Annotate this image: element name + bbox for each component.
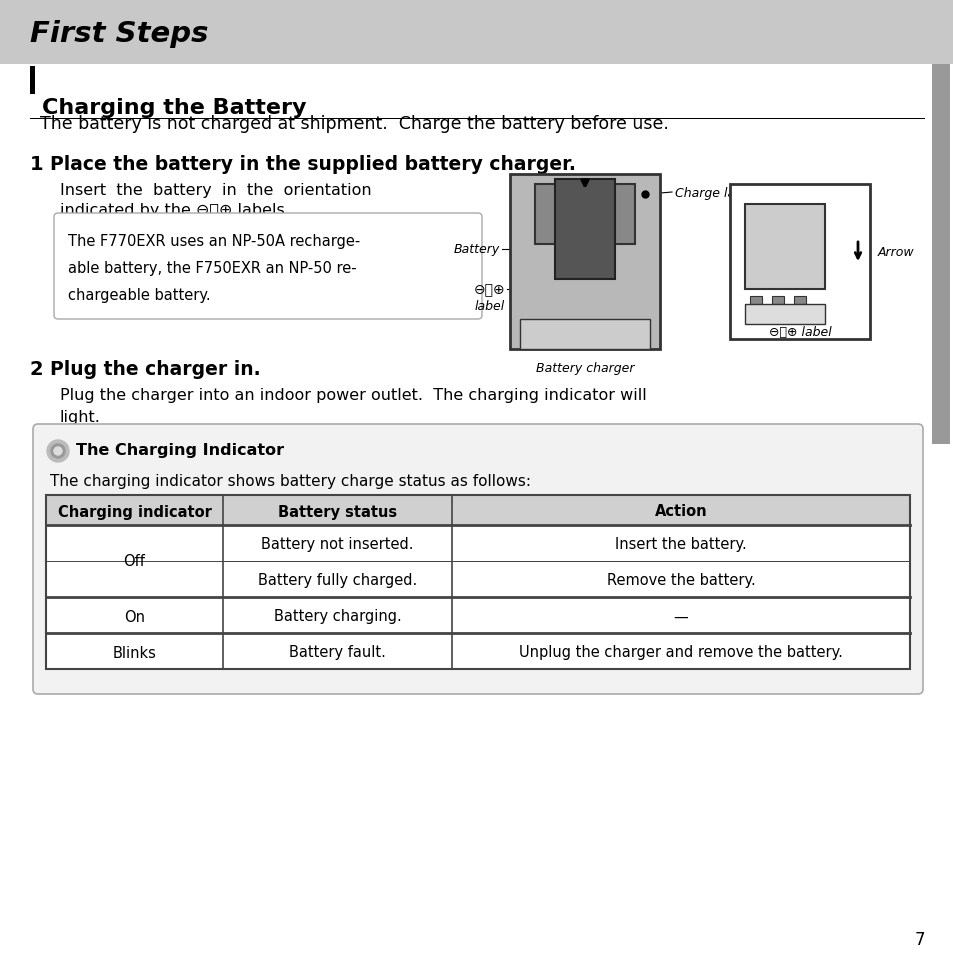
FancyBboxPatch shape: [54, 213, 481, 319]
Text: chargeable battery.: chargeable battery.: [68, 288, 211, 303]
Text: Battery not inserted.: Battery not inserted.: [261, 537, 414, 552]
Bar: [535, 185, 635, 245]
Bar: [46, 561, 909, 598]
Text: Blinks: Blinks: [112, 645, 156, 659]
Text: indicated by the ⊖ⓘ⊕ labels.: indicated by the ⊖ⓘ⊕ labels.: [60, 203, 290, 218]
Bar: [931, 65, 949, 444]
Text: Charge lamp: Charge lamp: [675, 186, 755, 199]
Text: Place the battery in the supplied battery charger.: Place the battery in the supplied batter…: [50, 154, 576, 173]
Bar: [46, 496, 909, 669]
Text: label: label: [475, 299, 504, 313]
Circle shape: [54, 448, 62, 456]
Bar: [46, 598, 909, 634]
Text: First Steps: First Steps: [30, 20, 209, 49]
Circle shape: [51, 444, 65, 458]
Text: 2: 2: [30, 359, 44, 378]
Text: Action: Action: [654, 504, 706, 519]
Text: Plug the charger into an indoor power outlet.  The charging indicator will: Plug the charger into an indoor power ou…: [60, 388, 646, 402]
Bar: [30, 118, 924, 120]
FancyBboxPatch shape: [33, 424, 923, 695]
Text: 7: 7: [914, 930, 924, 948]
Text: Insert  the  battery  in  the  orientation: Insert the battery in the orientation: [60, 183, 372, 198]
Text: The battery is not charged at shipment.  Charge the battery before use.: The battery is not charged at shipment. …: [40, 115, 668, 132]
Bar: [46, 634, 909, 669]
Text: The charging indicator shows battery charge status as follows:: The charging indicator shows battery cha…: [50, 474, 531, 489]
Text: Remove the battery.: Remove the battery.: [606, 573, 755, 588]
Bar: [555, 180, 615, 280]
Text: Charging indicator: Charging indicator: [57, 504, 212, 519]
Text: Battery fully charged.: Battery fully charged.: [257, 573, 416, 588]
Text: Plug the charger in.: Plug the charger in.: [50, 359, 260, 378]
Text: Battery charging.: Battery charging.: [274, 609, 401, 624]
Text: Off: Off: [124, 554, 146, 569]
Text: The Charging Indicator: The Charging Indicator: [76, 443, 284, 458]
Bar: [744, 305, 824, 325]
Text: able battery, the F750EXR an NP-50 re-: able battery, the F750EXR an NP-50 re-: [68, 261, 356, 275]
Text: On: On: [124, 609, 145, 624]
Text: Unplug the charger and remove the battery.: Unplug the charger and remove the batter…: [518, 645, 842, 659]
Text: light.: light.: [60, 410, 101, 424]
Bar: [771, 296, 783, 305]
Text: —: —: [673, 609, 688, 624]
Text: The F770EXR uses an NP-50A recharge-: The F770EXR uses an NP-50A recharge-: [68, 233, 360, 249]
Text: ⊖ⓘ⊕: ⊖ⓘ⊕: [473, 283, 504, 296]
Bar: [744, 205, 824, 290]
Bar: [0, 0, 953, 65]
Bar: [510, 174, 659, 350]
Text: Arrow: Arrow: [877, 245, 914, 258]
Text: ⊖ⓘ⊕ label: ⊖ⓘ⊕ label: [768, 325, 830, 338]
Bar: [46, 525, 909, 561]
Bar: [30, 67, 35, 95]
Text: Battery fault.: Battery fault.: [289, 645, 386, 659]
Bar: [729, 185, 869, 339]
Text: 1: 1: [30, 154, 44, 173]
Text: Battery: Battery: [454, 243, 499, 256]
Bar: [519, 319, 649, 350]
Text: Insert the battery.: Insert the battery.: [615, 537, 746, 552]
Circle shape: [47, 440, 69, 462]
Text: Charging the Battery: Charging the Battery: [42, 98, 306, 118]
Bar: [793, 296, 805, 305]
Text: Battery charger: Battery charger: [536, 361, 634, 375]
Bar: [46, 496, 909, 525]
Text: Battery status: Battery status: [277, 504, 396, 519]
Bar: [749, 296, 761, 305]
